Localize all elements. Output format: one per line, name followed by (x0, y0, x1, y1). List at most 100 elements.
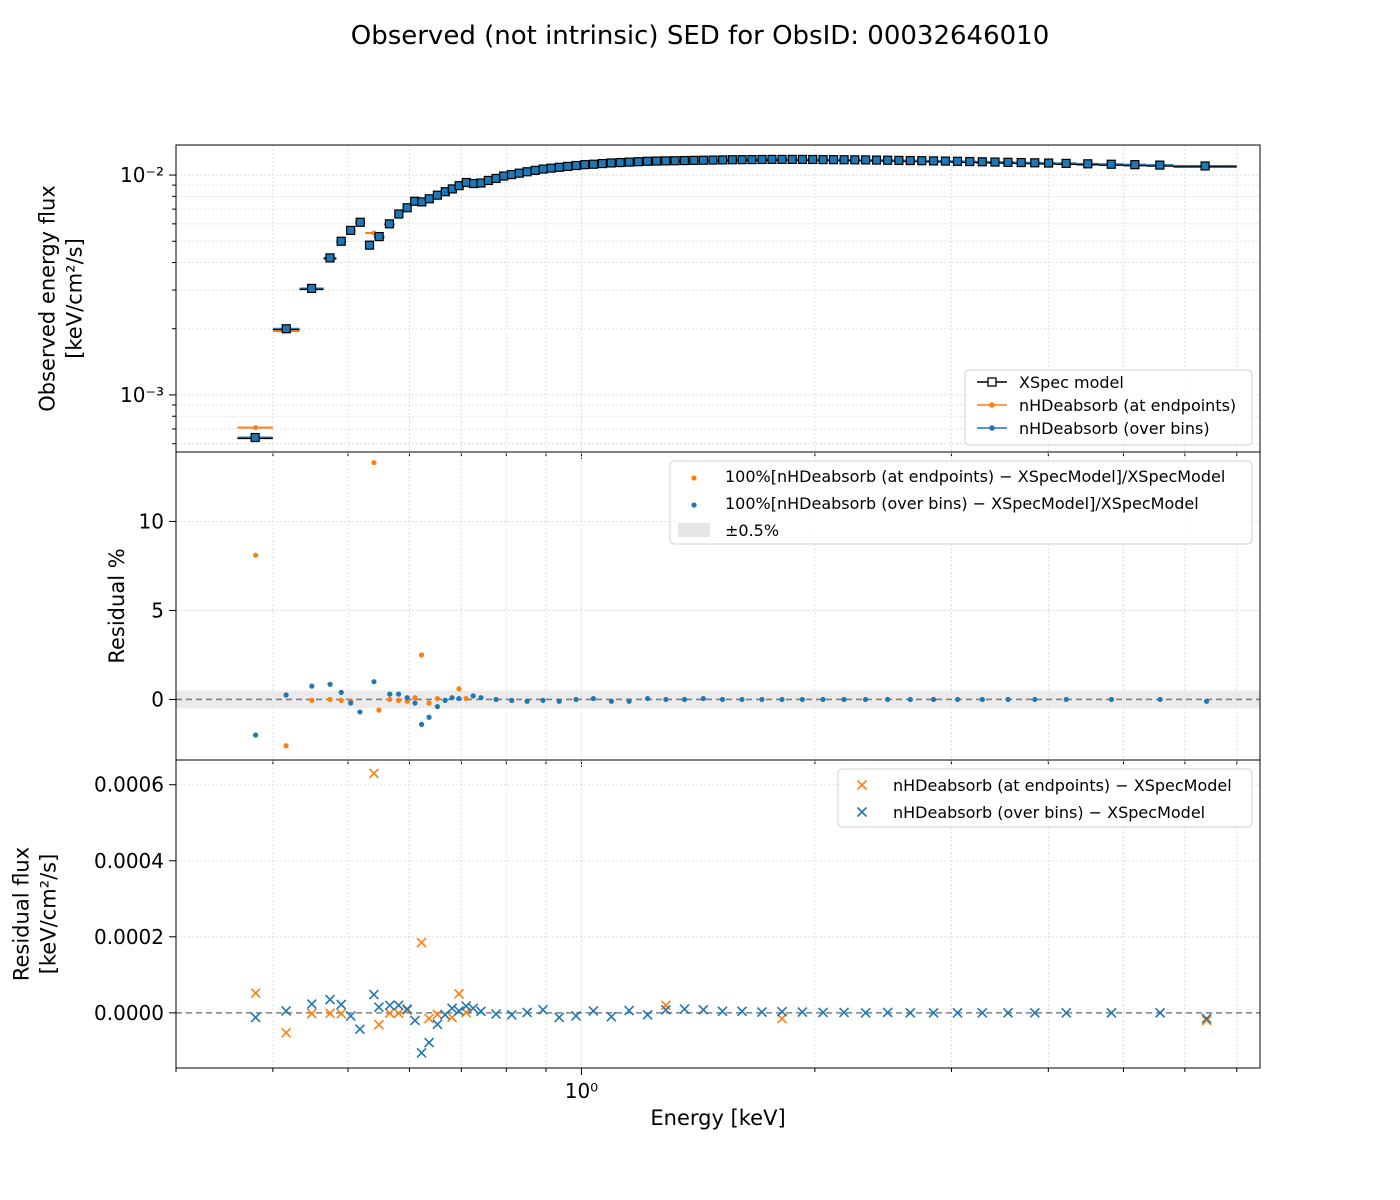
over-bins-flux-marker (324, 994, 336, 1005)
endpoints-residual-point (371, 460, 377, 466)
legend-entry: 100%[nHDeabsorb (over bins) − XSpecModel… (725, 494, 1199, 513)
model-marker (1016, 157, 1026, 168)
model-marker (698, 155, 708, 165)
over-bins-residual-point (644, 695, 651, 702)
model-marker (1030, 158, 1040, 168)
model-marker (476, 178, 486, 188)
model-marker (355, 217, 365, 227)
endpoints-residual-point (387, 696, 393, 703)
over-bins-residual-point (608, 698, 615, 704)
endpoints-residual-point (463, 695, 469, 702)
model-marker (651, 156, 662, 166)
endpoints-flux-marker (453, 988, 464, 999)
model-marker (615, 157, 625, 168)
legend-box (837, 768, 1253, 828)
model-marker (597, 158, 607, 169)
model-marker (917, 156, 927, 166)
over-bins-flux-marker (882, 1007, 893, 1018)
over-bins-residual-point (719, 696, 726, 703)
endpoints-flux-marker (384, 1008, 395, 1019)
over-bins-flux-marker (447, 1003, 458, 1014)
legend-marker (691, 475, 697, 481)
model-marker (990, 157, 1000, 167)
legend-marker (987, 377, 997, 387)
legend-entry: XSpec model (1019, 373, 1124, 392)
over-bins-residual-point (493, 696, 499, 703)
y-tick-label: 0.0000 (94, 1001, 164, 1025)
over-bins-flux-marker (698, 1004, 709, 1015)
legend: XSpec model nHDeabsorb (at endpoints) nHDe… (964, 369, 1253, 446)
panel-residual_flux: 0.0000 0.0002 0.0004 0.0006 10⁰ Residual flux… (10, 759, 1261, 1130)
over-bins-flux-marker (522, 1007, 533, 1018)
model-marker (737, 155, 747, 165)
endpoints-residual-point (395, 697, 402, 703)
model-marker (384, 219, 395, 229)
over-bins-residual-point (862, 696, 869, 703)
model-marker (364, 240, 375, 250)
y-tick-label: 5 (151, 598, 164, 622)
model-marker (554, 162, 564, 172)
legend-marker (856, 806, 868, 818)
endpoints-residual-point (309, 697, 315, 703)
model-marker (306, 283, 317, 294)
y-tick-label: 0.0004 (94, 849, 164, 873)
over-bins-flux-marker (453, 1005, 464, 1017)
over-bins-residual-point (309, 683, 315, 689)
model-marker (571, 160, 581, 171)
over-bins-residual-point (799, 696, 805, 703)
endpoints-flux-marker (373, 1019, 384, 1030)
over-bins-residual-point (556, 698, 562, 704)
legend-marker (691, 502, 697, 508)
model-marker (928, 156, 939, 166)
over-bins-flux-marker (416, 1047, 427, 1058)
legend-band-swatch (678, 523, 710, 537)
over-bins-residual-point (434, 703, 441, 710)
model-marker (818, 154, 828, 165)
y-axis-label: Residual % (105, 548, 129, 663)
over-bins-residual-point (841, 696, 847, 703)
over-bins-flux-marker (537, 1004, 549, 1015)
legend-marker (856, 779, 868, 791)
model-marker (777, 154, 787, 165)
model-marker (661, 156, 671, 166)
model-marker (905, 155, 915, 166)
over-bins-flux-marker (306, 999, 317, 1010)
over-bins-residual-point (1063, 696, 1069, 703)
model-marker (797, 154, 808, 165)
model-marker (522, 167, 532, 177)
endpoints-residual-point (338, 697, 344, 703)
legend: 100%[nHDeabsorb (at endpoints) − XSpecMo… (669, 460, 1253, 545)
model-marker (346, 225, 356, 236)
model-marker (1106, 159, 1116, 169)
y-axis-label: [keV/cm²/s] (63, 238, 87, 359)
model-marker (747, 154, 757, 165)
over-bins-residual-point (442, 697, 448, 703)
over-bins-residual-point (470, 693, 476, 699)
model-marker (606, 158, 616, 168)
over-bins-residual-point (1108, 696, 1115, 703)
over-bins-flux-marker (506, 1009, 517, 1020)
model-marker (679, 155, 690, 166)
legend-entry: nHDeabsorb (over bins) − XSpecModel (893, 803, 1205, 822)
model-marker (546, 163, 556, 173)
over-bins-residual-point (387, 691, 393, 697)
figure-title: Observed (not intrinsic) SED for ObsID: … (351, 21, 1050, 51)
model-marker (642, 156, 653, 166)
over-bins-residual-point (884, 696, 891, 703)
over-bins-residual-point (779, 696, 785, 703)
over-bins-flux-marker (409, 1015, 421, 1026)
model-marker (767, 154, 777, 165)
over-bins-flux-marker (606, 1011, 617, 1022)
over-bins-flux-marker (1106, 1007, 1117, 1018)
model-marker (757, 154, 767, 165)
model-marker (1003, 157, 1013, 167)
model-marker (394, 209, 404, 219)
endpoints-flux-marker (660, 1000, 671, 1011)
model-marker (940, 156, 951, 166)
model-marker (850, 155, 860, 165)
model-marker (670, 156, 680, 166)
y-axis-label: Observed energy flux (36, 185, 60, 412)
y-axis-label: [keV/cm²/s] (37, 854, 61, 975)
over-bins-residual-point (739, 696, 745, 703)
model-marker (530, 165, 540, 176)
